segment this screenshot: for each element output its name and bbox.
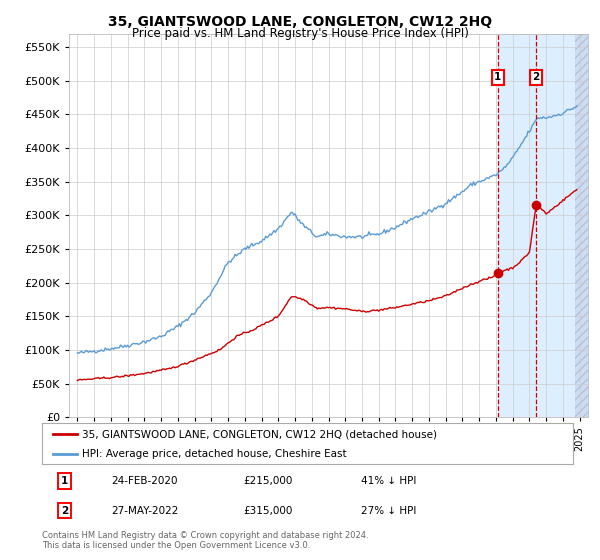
Text: £315,000: £315,000 (244, 506, 293, 516)
Bar (575, 34, 588, 417)
Text: 2: 2 (532, 72, 540, 82)
Text: 27-MAY-2022: 27-MAY-2022 (111, 506, 178, 516)
Text: 2: 2 (61, 506, 68, 516)
Bar (498, 34, 588, 417)
Text: 35, GIANTSWOOD LANE, CONGLETON, CW12 2HQ (detached house): 35, GIANTSWOOD LANE, CONGLETON, CW12 2HQ… (82, 430, 437, 439)
Text: 1: 1 (61, 476, 68, 486)
Text: HPI: Average price, detached house, Cheshire East: HPI: Average price, detached house, Ches… (82, 449, 346, 459)
Text: Price paid vs. HM Land Registry's House Price Index (HPI): Price paid vs. HM Land Registry's House … (131, 27, 469, 40)
Text: 35, GIANTSWOOD LANE, CONGLETON, CW12 2HQ: 35, GIANTSWOOD LANE, CONGLETON, CW12 2HQ (108, 15, 492, 29)
Text: £215,000: £215,000 (244, 476, 293, 486)
Text: 1: 1 (494, 72, 502, 82)
Text: Contains HM Land Registry data © Crown copyright and database right 2024.: Contains HM Land Registry data © Crown c… (42, 531, 368, 540)
Text: This data is licensed under the Open Government Licence v3.0.: This data is licensed under the Open Gov… (42, 541, 310, 550)
Text: 24-FEB-2020: 24-FEB-2020 (111, 476, 178, 486)
Text: 27% ↓ HPI: 27% ↓ HPI (361, 506, 416, 516)
Text: 41% ↓ HPI: 41% ↓ HPI (361, 476, 416, 486)
